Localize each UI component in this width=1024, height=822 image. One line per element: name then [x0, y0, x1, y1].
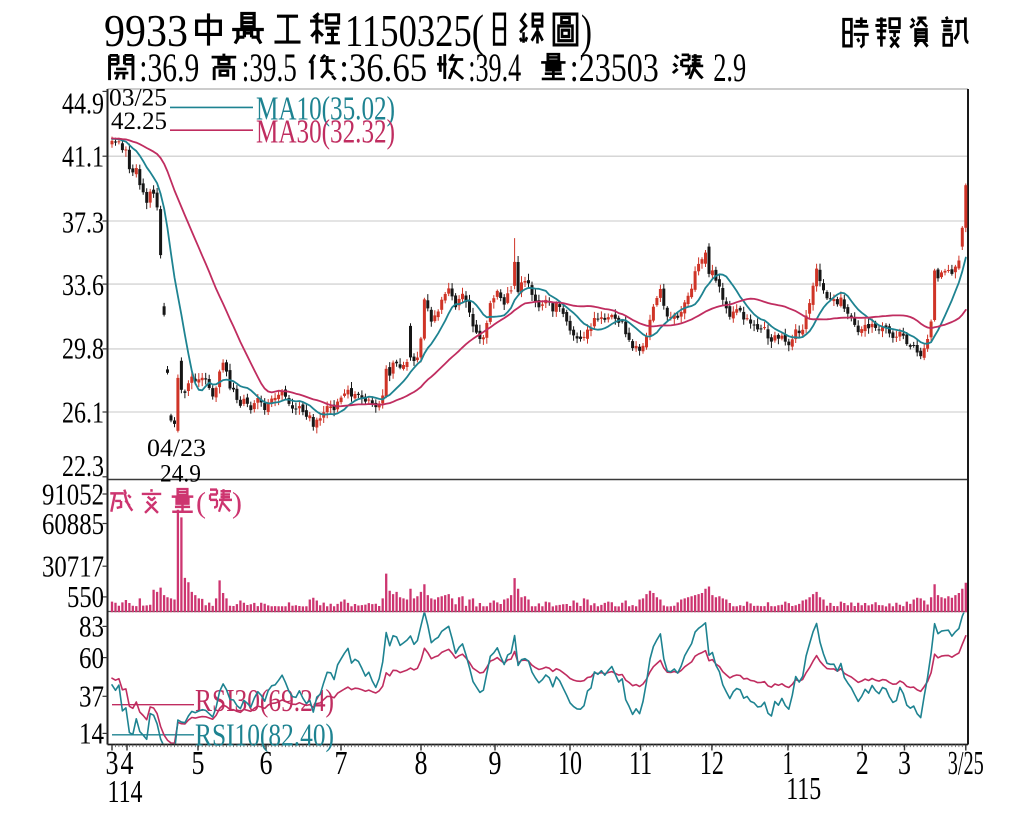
- svg-text::36.65: :36.65: [339, 45, 427, 90]
- svg-text::39.4: :39.4: [468, 45, 521, 90]
- svg-text:37: 37: [79, 679, 104, 714]
- svg-text:9: 9: [489, 745, 502, 782]
- svg-text:2.9: 2.9: [713, 45, 746, 90]
- svg-text:2: 2: [856, 745, 869, 782]
- svg-text:04/23: 04/23: [147, 435, 206, 462]
- svg-text:): ): [232, 487, 242, 520]
- svg-text:24.9: 24.9: [160, 461, 201, 488]
- svg-text:115: 115: [786, 770, 821, 806]
- svg-text:42.25: 42.25: [111, 108, 167, 135]
- svg-text:3: 3: [898, 745, 911, 782]
- svg-text:83: 83: [79, 609, 104, 644]
- svg-text:(: (: [196, 487, 206, 520]
- svg-text:30717: 30717: [42, 549, 104, 584]
- svg-text:44.9: 44.9: [62, 86, 104, 121]
- svg-text:9933: 9933: [104, 5, 188, 56]
- svg-text:3/25: 3/25: [948, 745, 984, 782]
- svg-text:33.6: 33.6: [62, 267, 104, 302]
- svg-text:60: 60: [79, 640, 104, 675]
- svg-text:37.3: 37.3: [62, 204, 104, 239]
- svg-text:114: 114: [108, 773, 143, 809]
- svg-text:): ): [581, 5, 592, 56]
- svg-text:6: 6: [260, 745, 273, 782]
- svg-text::23503: :23503: [570, 45, 659, 90]
- svg-text:29.8: 29.8: [62, 330, 104, 365]
- svg-text:8: 8: [415, 745, 428, 782]
- svg-text:1: 1: [783, 745, 794, 782]
- svg-text:03/25: 03/25: [109, 84, 167, 111]
- svg-text:MA30(32.32): MA30(32.32): [256, 114, 395, 151]
- svg-text:22.3: 22.3: [62, 448, 104, 483]
- svg-text:26.1: 26.1: [62, 394, 104, 429]
- svg-text:5: 5: [192, 745, 205, 782]
- svg-text::39.5: :39.5: [242, 45, 297, 90]
- svg-text:7: 7: [335, 745, 348, 782]
- svg-text:MA10(35.02): MA10(35.02): [256, 91, 395, 128]
- svg-text:14: 14: [79, 716, 104, 751]
- svg-text:60885: 60885: [42, 506, 104, 541]
- svg-text:10: 10: [558, 745, 582, 782]
- svg-text::36.9: :36.9: [139, 45, 199, 90]
- svg-text:3: 3: [106, 745, 119, 782]
- svg-text:1150325(: 1150325(: [345, 5, 484, 56]
- svg-text:550: 550: [67, 579, 104, 614]
- svg-text:4: 4: [121, 745, 134, 782]
- svg-text:91052: 91052: [42, 476, 104, 511]
- svg-text:12: 12: [700, 745, 724, 782]
- svg-text:41.1: 41.1: [62, 139, 104, 174]
- svg-text:RSI10(82.40): RSI10(82.40): [195, 716, 334, 752]
- svg-text:11: 11: [629, 745, 652, 782]
